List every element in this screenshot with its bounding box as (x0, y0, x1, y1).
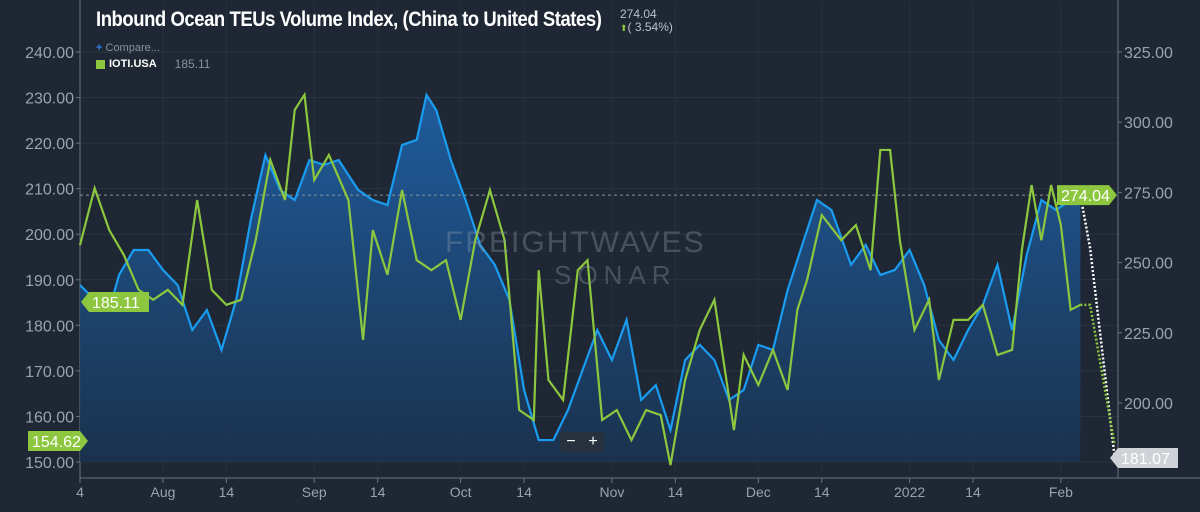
left-tick-label: 210.00 (25, 182, 74, 199)
x-tick-label: Feb (1049, 484, 1073, 500)
x-tick-label: Sep (302, 484, 327, 500)
x-tick-label: Dec (746, 484, 771, 500)
x-tick-label: 2022 (894, 484, 925, 500)
left-tick-label: 180.00 (25, 318, 74, 335)
blue-series-line (79, 92, 1081, 442)
x-tick-label: Aug (150, 484, 175, 500)
right-tick-label: 275.00 (1124, 185, 1173, 202)
watermark: FREIGHTWAVES SONAR (445, 226, 706, 291)
left-tick-label: 170.00 (25, 364, 74, 381)
watermark-line2: SONAR (554, 260, 677, 290)
left-tick-label: 160.00 (25, 409, 74, 426)
blue-forecast-marker-bg (1110, 448, 1178, 468)
x-tick-label: Nov (599, 484, 624, 500)
zoom-controls: − + (560, 432, 604, 452)
x-tick-label: 14 (668, 484, 684, 500)
percent-change: ( 3.54%) (627, 20, 673, 34)
legend-item-ioti[interactable]: IOTI.USA 185.11 (96, 57, 210, 71)
series-label: IOTI.USA (109, 58, 157, 70)
blue-forecast-line (1079, 194, 1116, 457)
x-tick-label: Oct (450, 484, 472, 500)
left-tick-label: 190.00 (25, 273, 74, 290)
green-series-line (78, 91, 1081, 466)
green-forecast-marker: 154.62 (32, 434, 81, 451)
right-tick-label: 300.00 (1124, 115, 1173, 132)
green-swatch-icon (96, 59, 105, 69)
green-last-marker: 185.11 (92, 295, 140, 312)
x-tick-label: 14 (219, 484, 235, 500)
chart-title: Inbound Ocean TEUs Volume Index, (China … (96, 8, 602, 31)
change-readout: 274.04 ⬆( 3.54%) (620, 8, 673, 35)
green-forecast-marker-bg (28, 430, 88, 451)
legend: + Compare... IOTI.USA 185.11 (96, 42, 210, 71)
right-tick-label: 225.00 (1124, 326, 1173, 343)
series-value: 185.11 (174, 57, 211, 71)
up-arrow-icon: ⬆ (620, 23, 628, 33)
x-tick-label: 14 (516, 484, 532, 500)
green-last-marker-bg (81, 292, 149, 313)
last-value: 274.04 (620, 7, 657, 21)
right-tick-label: 200.00 (1124, 396, 1173, 413)
plus-icon: + (96, 42, 103, 54)
left-tick-label: 200.00 (25, 227, 74, 244)
left-tick-label: 230.00 (25, 91, 74, 108)
x-tick-label: 14 (965, 484, 981, 500)
x-tick-label: 14 (370, 484, 386, 500)
watermark-line1: FREIGHTWAVES (445, 226, 706, 259)
left-tick-label: 220.00 (25, 136, 74, 153)
left-tick-label: 240.00 (25, 45, 74, 62)
blue-forecast-marker: 181.07 (1121, 451, 1170, 468)
green-forecast-line (1080, 303, 1116, 445)
right-tick-label: 325.00 (1124, 45, 1173, 62)
x-tick-label: 14 (814, 484, 830, 500)
blue-last-marker-bg (1057, 185, 1117, 206)
zoom-out-button[interactable]: − (566, 433, 576, 450)
left-tick-label: 150.00 (25, 455, 74, 472)
compare-button[interactable]: + Compare... (96, 42, 210, 54)
zoom-in-button[interactable]: + (588, 433, 598, 450)
compare-label: Compare... (105, 42, 160, 54)
x-tick-label: 4 (76, 484, 84, 500)
right-tick-label: 250.00 (1124, 256, 1173, 273)
blue-area (80, 94, 1081, 462)
blue-last-marker: 274.04 (1061, 188, 1110, 205)
